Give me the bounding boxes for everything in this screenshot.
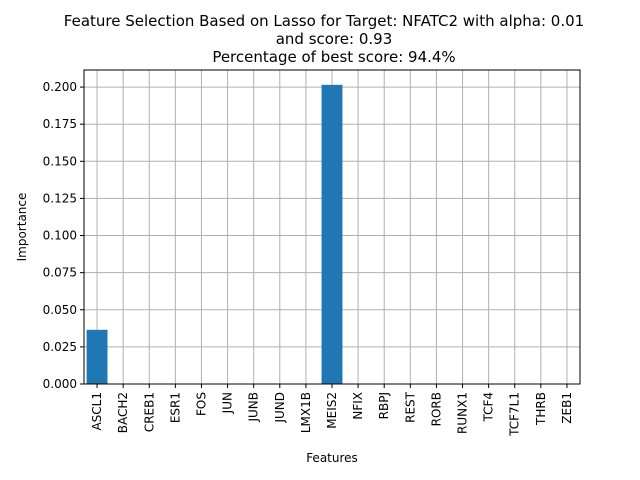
y-axis-label: Importance bbox=[15, 193, 29, 262]
x-tick-label: CREB1 bbox=[142, 392, 156, 432]
x-tick-label: LMX1B bbox=[299, 392, 313, 433]
x-tick-label: BACH2 bbox=[116, 392, 130, 433]
x-axis-ticks: ASCL1 BACH2 CREB1 ESR1 FOS JUN JUNB JUND LMX1B ME… bbox=[90, 384, 574, 437]
y-tick-label: 0.050 bbox=[43, 303, 77, 317]
bar-ascl1 bbox=[86, 329, 108, 384]
y-tick-label: 0.025 bbox=[43, 340, 77, 354]
y-tick-label: 0.100 bbox=[43, 229, 77, 243]
y-axis-ticks: 0.000 0.025 0.050 0.075 0.100 0.125 0.150 0.175… bbox=[43, 80, 84, 391]
x-tick-label: REST bbox=[403, 391, 417, 423]
x-tick-label: MEIS2 bbox=[325, 392, 339, 429]
x-tick-label: RORB bbox=[429, 392, 443, 426]
chart-title-line-1: Feature Selection Based on Lasso for Tar… bbox=[64, 12, 584, 30]
x-tick-label: FOS bbox=[194, 392, 208, 416]
x-axis-label: Features bbox=[306, 451, 358, 465]
y-tick-label: 0.125 bbox=[43, 191, 77, 205]
x-tick-label: JUNB bbox=[247, 392, 261, 423]
x-tick-label: THRB bbox=[534, 392, 548, 426]
x-tick-label: ASCL1 bbox=[90, 392, 104, 431]
y-tick-label: 0.175 bbox=[43, 117, 77, 131]
bar-series bbox=[86, 84, 343, 384]
x-tick-label: ZEB1 bbox=[560, 392, 574, 424]
y-tick-label: 0.150 bbox=[43, 154, 77, 168]
x-tick-label: NFIX bbox=[351, 392, 365, 420]
bar-meis2 bbox=[321, 84, 343, 384]
chart-title-line-3: Percentage of best score: 94.4% bbox=[212, 48, 455, 66]
x-tick-label: TCF4 bbox=[482, 392, 496, 423]
x-tick-label: JUN bbox=[221, 392, 235, 414]
x-tick-label: TCF7L1 bbox=[508, 392, 522, 437]
x-tick-label: ESR1 bbox=[168, 392, 182, 423]
x-tick-label: JUND bbox=[273, 392, 287, 424]
y-tick-label: 0.075 bbox=[43, 266, 77, 280]
x-tick-label: RBPJ bbox=[377, 392, 391, 419]
chart-title: Feature Selection Based on Lasso for Tar… bbox=[64, 12, 584, 66]
y-tick-label: 0.000 bbox=[43, 377, 77, 391]
x-tick-label: RUNX1 bbox=[456, 392, 470, 434]
chart-title-line-2: and score: 0.93 bbox=[276, 30, 393, 48]
y-tick-label: 0.200 bbox=[43, 80, 77, 94]
